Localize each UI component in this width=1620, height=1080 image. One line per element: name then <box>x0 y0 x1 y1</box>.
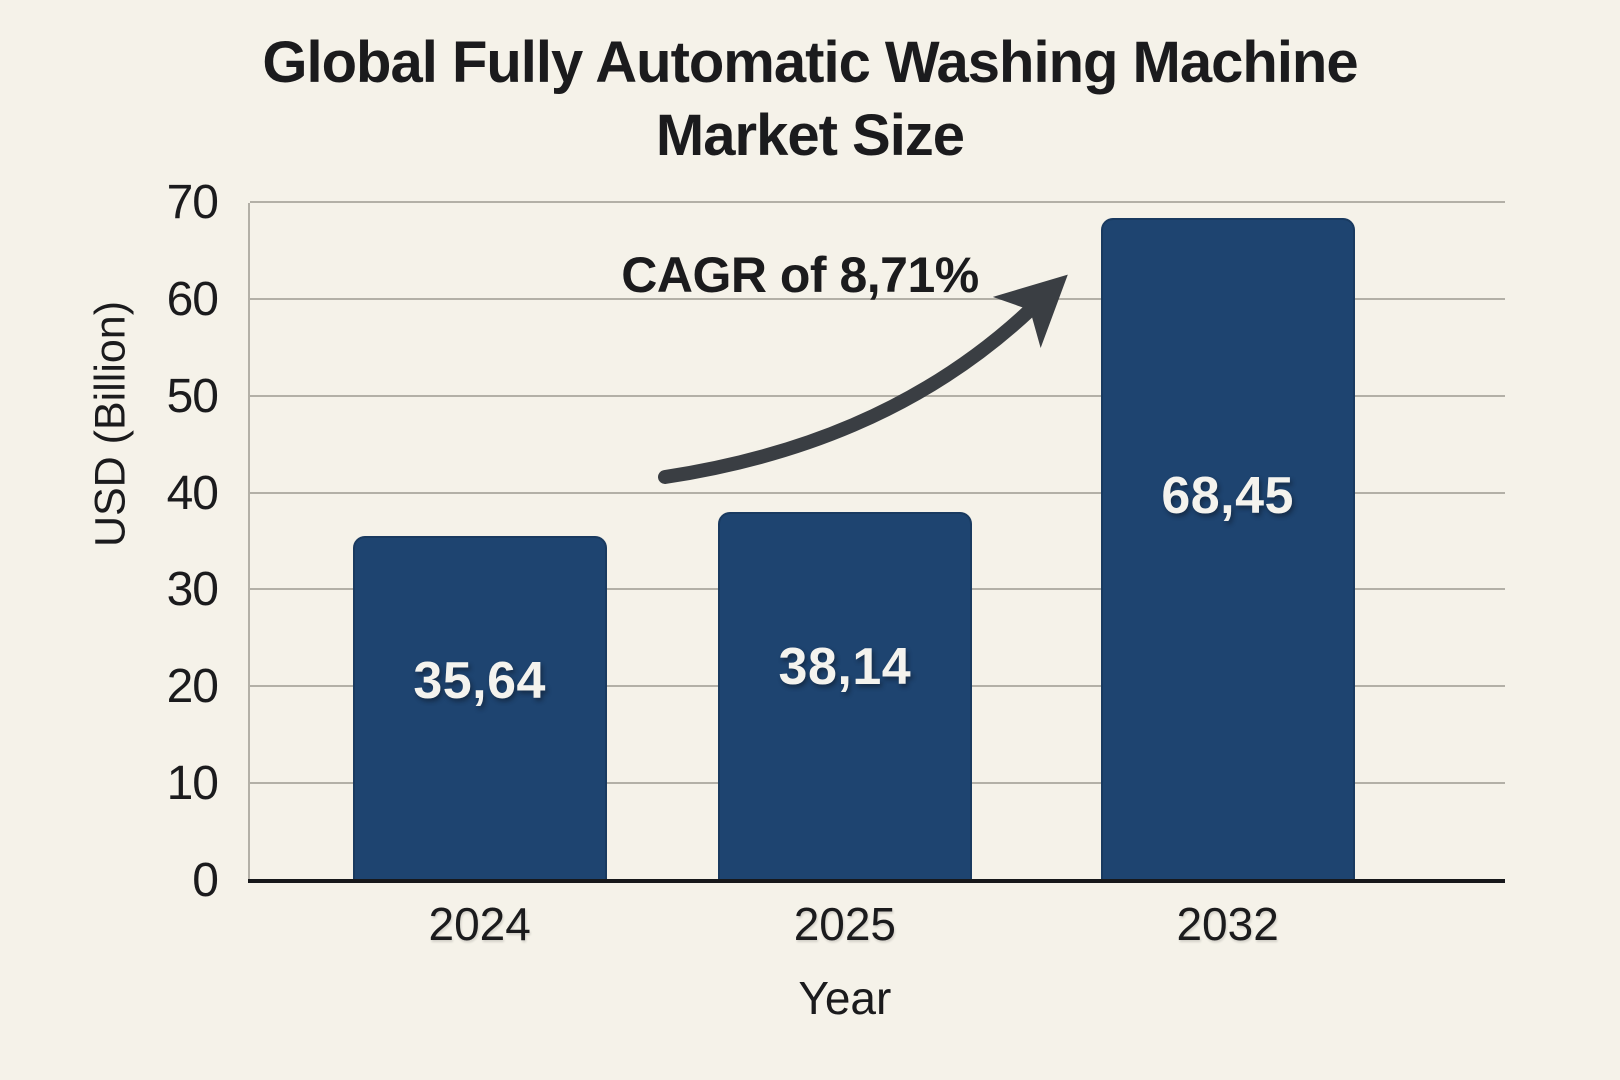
gridline-60 <box>250 297 1505 300</box>
chart-title-line-2: Market Size <box>655 103 965 168</box>
y-tick-label-40: 40 <box>166 466 219 520</box>
x-tick-label-2024: 2024 <box>428 898 531 950</box>
bar-value-label-2025: 38,14 <box>778 637 912 696</box>
y-tick-label-30: 30 <box>166 563 219 617</box>
x-axis-title: Year <box>798 972 892 1024</box>
y-tick-label-70: 70 <box>166 176 219 229</box>
chart-title-line-1: Global Fully Automatic Washing Machine <box>262 30 1358 95</box>
bar-2025: 38,14 <box>717 511 972 881</box>
y-tick-label-60: 60 <box>166 272 219 326</box>
gridline-40 <box>250 491 1505 494</box>
y-tick-label-50: 50 <box>166 369 219 423</box>
bar-2032: 68,45 <box>1100 218 1355 881</box>
bar-value-label-2024: 35,64 <box>413 651 546 710</box>
gridline-70 <box>250 201 1505 203</box>
growth-arrow-icon <box>658 274 1068 484</box>
y-tick-label-20: 20 <box>166 660 219 714</box>
gridline-50 <box>250 394 1505 397</box>
plot-area: Year 0 10 20 30 40 50 60 70 35,64 2024 38,14 2025 68… <box>167 179 1505 1021</box>
y-tick-label-10: 10 <box>166 757 219 811</box>
x-axis-line <box>248 879 1505 883</box>
y-tick-label-0: 0 <box>192 854 219 907</box>
bar-2024: 35,64 <box>352 535 607 881</box>
chart-title: Global Fully Automatic Washing Machine M… <box>10 26 1610 172</box>
y-axis-title: USD (Billion) <box>86 300 135 548</box>
x-tick-label-2025: 2025 <box>793 898 897 950</box>
bar-value-label-2032: 68,45 <box>1161 467 1294 526</box>
cagr-annotation: CAGR of 8,71% <box>621 247 979 303</box>
y-axis-line <box>248 203 250 881</box>
x-tick-label-2032: 2032 <box>1176 898 1279 950</box>
